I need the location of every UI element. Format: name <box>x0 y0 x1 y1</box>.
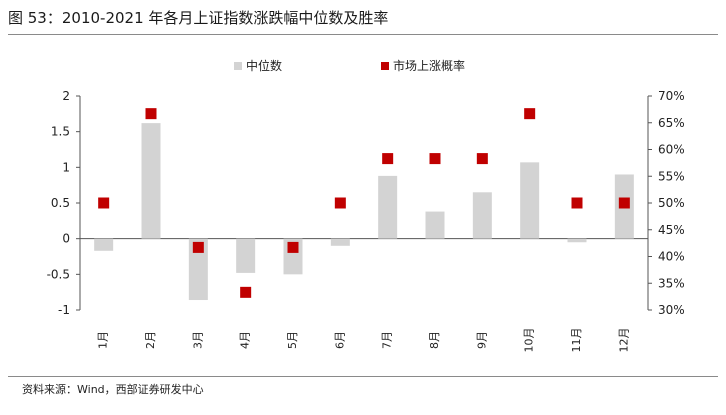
plot-area: -1 -0.5 0 0.5 1 1.5 2 30% 35% 40% 45% 50% 55% 60% 65% 7… <box>47 89 685 353</box>
marker-up-prob-9 <box>476 153 488 165</box>
y-right-tick-label: 50% <box>658 196 685 210</box>
legend: 中位数 市场上涨概率 <box>234 58 465 73</box>
y-right-tick-label: 65% <box>658 116 685 130</box>
y-right-tick-label: 40% <box>658 250 685 264</box>
x-tick-label: 10月 <box>523 328 536 353</box>
bar-median-11 <box>567 238 587 243</box>
legend-label-up-prob: 市场上涨概率 <box>393 58 465 73</box>
x-tick-label: 8月 <box>428 331 441 349</box>
y-left-tick-label: 2 <box>62 89 70 103</box>
chart-title: 图 53：2010-2021 年各月上证指数涨跌幅中位数及胜率 <box>8 9 389 27</box>
legend-label-median: 中位数 <box>246 58 282 73</box>
bar-median-6 <box>330 238 350 246</box>
x-tick-label: 3月 <box>191 331 204 349</box>
source-divider <box>8 376 718 377</box>
y-right-tick-label: 35% <box>658 276 685 290</box>
bar-median-3 <box>188 238 208 301</box>
legend-swatch-up-prob <box>381 62 389 70</box>
x-tick-label: 9月 <box>475 331 488 349</box>
y-left-tick-label: -1 <box>58 303 70 317</box>
marker-up-prob-6 <box>334 197 346 209</box>
bar-median-9 <box>472 192 492 239</box>
x-tick-label: 6月 <box>333 331 346 349</box>
x-tick-label: 12月 <box>617 328 630 353</box>
x-tick-label: 11月 <box>570 328 583 353</box>
marker-up-prob-2 <box>145 108 157 120</box>
marker-up-prob-7 <box>382 153 394 165</box>
legend-swatch-median <box>234 62 242 70</box>
y-right-tick-label: 60% <box>658 143 685 157</box>
y-right-tick-label: 70% <box>658 89 685 103</box>
marker-up-prob-11 <box>571 197 583 209</box>
marker-up-prob-10 <box>524 108 536 120</box>
x-tick-label: 2月 <box>144 331 157 349</box>
bar-median-1 <box>94 238 114 251</box>
marker-up-prob-4 <box>240 286 252 298</box>
y-left-tick-label: -0.5 <box>47 267 70 281</box>
bar-median-4 <box>236 238 256 273</box>
bar-median-10 <box>520 162 540 239</box>
bar-median-2 <box>141 123 161 239</box>
y-right-tick-label: 45% <box>658 223 685 237</box>
y-left-tick-label: 0.5 <box>51 196 70 210</box>
marker-up-prob-1 <box>98 197 110 209</box>
y-left-tick-label: 1 <box>62 160 70 174</box>
x-tick-label: 7月 <box>381 331 394 349</box>
bar-median-7 <box>378 175 398 239</box>
marker-up-prob-3 <box>192 241 204 253</box>
title-divider <box>8 34 718 35</box>
y-left-tick-label: 1.5 <box>51 125 70 139</box>
marker-up-prob-8 <box>429 153 441 165</box>
y-right-tick-label: 30% <box>658 303 685 317</box>
x-tick-label: 1月 <box>97 331 110 349</box>
marker-up-prob-12 <box>618 197 630 209</box>
x-tick-label: 5月 <box>286 331 299 349</box>
source-note: 资料来源：Wind，西部证券研发中心 <box>22 383 204 396</box>
x-tick-label: 4月 <box>239 331 252 349</box>
marker-up-prob-5 <box>287 241 299 253</box>
y-left-tick-label: 0 <box>62 232 70 246</box>
y-right-tick-label: 55% <box>658 169 685 183</box>
bar-median-8 <box>425 211 445 239</box>
